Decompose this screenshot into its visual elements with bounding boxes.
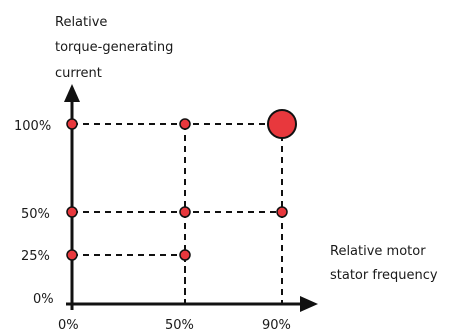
y-tick-label-25: 25% xyxy=(21,249,50,264)
x-tick-label-50: 50% xyxy=(165,318,194,333)
y-tick-label-100: 100% xyxy=(14,119,51,134)
operating-point-50-100 xyxy=(179,118,191,130)
y-axis-title-line-1: Relative xyxy=(55,15,107,30)
operating-points xyxy=(66,109,297,261)
operating-point-50-50 xyxy=(179,206,191,218)
operating-point-90-100 xyxy=(267,109,297,139)
y-tick-label-0: 0% xyxy=(33,292,54,307)
x-axis-title: Relative motor stator frequency xyxy=(330,244,438,283)
y-axis-title: Relative torque-generating current xyxy=(55,15,178,81)
x-tick-label-90: 90% xyxy=(262,318,291,333)
guide-lines xyxy=(72,123,283,304)
y-axis-arrowhead xyxy=(64,84,80,102)
x-axis-title-line-2: stator frequency xyxy=(330,268,438,283)
y-axis-title-line-2: torque-generating xyxy=(55,40,173,55)
operating-point-0-25 xyxy=(66,249,78,261)
y-tick-label-50: 50% xyxy=(21,207,50,222)
x-axis-title-line-1: Relative motor xyxy=(330,244,426,259)
x-axis-arrowhead xyxy=(300,296,318,312)
operating-point-0-50 xyxy=(66,206,78,218)
x-tick-label-0: 0% xyxy=(58,318,79,333)
operating-point-90-50 xyxy=(276,206,288,218)
operating-point-50-25 xyxy=(179,249,191,261)
y-axis-title-line-3: current xyxy=(55,66,102,81)
operating-point-0-100 xyxy=(66,118,78,130)
